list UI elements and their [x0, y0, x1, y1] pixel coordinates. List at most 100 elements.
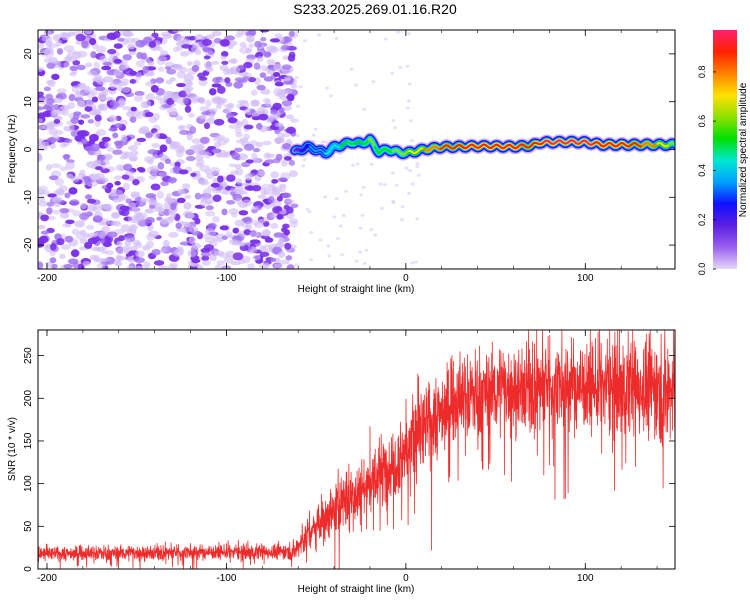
spectrogram-noise-blob: [71, 85, 79, 93]
spectrogram-noise-blob: [59, 253, 66, 260]
spectrogram-noise-blob: [281, 64, 292, 70]
spectrogram-noise-blob: [48, 56, 58, 64]
colorbar-tick-label: 0.6: [697, 115, 707, 128]
spectrogram-noise-blob: [245, 34, 255, 43]
spectrogram-noise-blob: [234, 163, 242, 170]
spectrogram-noise-blob: [408, 169, 413, 173]
spectrogram-noise-blob: [287, 54, 296, 62]
spectrogram-noise-blob: [153, 131, 160, 140]
spectrogram-noise-blob: [226, 199, 236, 205]
spectrogram-noise-blob: [119, 205, 130, 211]
figure-title: S233.2025.269.01.16.R20: [293, 1, 457, 17]
spectrogram-noise-blob: [265, 153, 276, 158]
spectrogram-ylabel: Frequency (Hz): [7, 115, 18, 184]
spectrogram-noise-blob: [172, 249, 184, 257]
colorbar-ticks: 0.0 0.2 0.4 0.6 0.8: [697, 66, 716, 275]
spectrogram-noise-blob: [189, 126, 197, 135]
spectrogram-noise-blob: [221, 235, 228, 241]
spectrogram-noise-blob: [410, 139, 415, 143]
spectrogram-noise-blob: [127, 43, 136, 50]
spectrogram-noise-blob: [214, 250, 225, 257]
spectrogram-noise-blob: [38, 43, 45, 49]
spectrogram-noise-blob: [208, 88, 217, 96]
spectrogram-noise-blob: [150, 165, 159, 172]
spectrogram-noise-blob: [145, 216, 155, 224]
spectrogram-noise-blob: [43, 86, 52, 92]
spectrogram-noise-blob: [101, 65, 112, 71]
spectrogram-noise-blob: [371, 80, 376, 84]
spectrogram-noise-blob: [133, 94, 144, 103]
spectrogram-noise-blob: [46, 201, 55, 207]
spectrogram-noise-blob: [407, 32, 412, 36]
spectrogram-noise-blob: [391, 199, 396, 203]
spectrogram-noise-blob: [86, 98, 94, 107]
spectrogram-noise-blob: [262, 98, 270, 103]
spectrogram-noise-blob: [251, 205, 259, 211]
spectrogram-noise-blob: [399, 218, 404, 222]
spectrogram-noise-blob: [50, 263, 58, 269]
spectrogram-noise-blob: [334, 36, 339, 40]
spectrogram-noise-blob: [243, 124, 254, 130]
spectrogram-noise-blob: [97, 104, 105, 111]
spectrogram-noise-blob: [102, 96, 113, 101]
spectrogram-noise-blob: [302, 39, 307, 43]
spectrogram-noise-blob: [59, 207, 70, 214]
spectrogram-noise-blob: [61, 223, 72, 228]
spectrogram-noise-blob: [38, 140, 46, 148]
spectrogram-noise-blob: [288, 30, 295, 38]
spectrogram-noise-blob: [415, 217, 420, 221]
spectrogram-noise-blob: [84, 105, 93, 112]
spectrogram-noise-blob: [65, 161, 75, 170]
spectrogram-noise-blob: [247, 185, 255, 191]
spectrogram-noise-blob: [407, 191, 412, 195]
spectrogram-noise-blob: [151, 154, 159, 160]
spectrogram-noise-blob: [38, 97, 48, 105]
spectrogram-noise-blob: [217, 139, 228, 146]
spectrogram-noise-blob: [238, 241, 246, 247]
spectrogram-noise-blob: [38, 91, 44, 97]
spectrogram-noise-blob: [106, 231, 118, 238]
spectrogram-noise-blob: [106, 32, 118, 40]
spectrogram-noise-blob: [168, 263, 177, 269]
spectrogram-noise-blob: [67, 31, 75, 37]
spectrogram-noise-blob: [83, 85, 92, 94]
x-tick-label: 100: [577, 573, 594, 584]
spectrogram-noise-blob: [243, 143, 255, 151]
spectrogram-noise-blob: [267, 64, 275, 70]
spectrogram-noise-blob: [232, 252, 244, 261]
spectrogram-noise-blob: [125, 170, 135, 176]
spectrogram-noise-blob: [157, 66, 165, 72]
spectrogram-noise-blob: [146, 71, 156, 76]
spectrogram-noise-blob: [227, 117, 238, 124]
spectrogram-noise-blob: [326, 244, 331, 248]
spectrogram-noise-blob: [159, 248, 168, 253]
spectrogram-noise-blob: [282, 104, 292, 111]
spectrogram-noise-blob: [38, 112, 49, 118]
spectrogram-noise-blob: [408, 119, 413, 123]
spectrogram-noise-blob: [362, 107, 367, 111]
spectrogram-noise-blob: [38, 196, 45, 203]
spectrogram-noise-blob: [382, 183, 387, 187]
spectrogram-noise-blob: [378, 182, 383, 186]
spectrogram-noise-blob: [255, 141, 263, 148]
spectrogram-noise-blob: [87, 70, 98, 76]
spectrogram-noise-blob: [263, 51, 272, 58]
spectrogram-noise-blob: [194, 192, 202, 200]
spectrogram-noise-blob: [119, 30, 131, 37]
spectrogram-noise-blob: [215, 104, 222, 109]
spectrogram-noise-blob: [181, 183, 191, 190]
spectrogram-noise-blob: [178, 124, 187, 130]
spectrogram-noise-blob: [76, 130, 88, 137]
spectrogram-noise-blob: [129, 224, 139, 231]
spectrogram-noise-blob: [136, 51, 143, 59]
spectrogram-noise-blob: [307, 210, 312, 214]
spectrogram-carrier-track: [288, 132, 675, 161]
spectrogram-noise-blob: [159, 98, 166, 106]
spectrogram-noise-blob: [116, 241, 123, 247]
spectrogram-noise-blob: [238, 210, 249, 216]
spectrogram-noise-blob: [40, 230, 50, 235]
spectrogram-noise-blob: [199, 106, 210, 112]
spectrogram-noise-blob: [191, 242, 202, 249]
